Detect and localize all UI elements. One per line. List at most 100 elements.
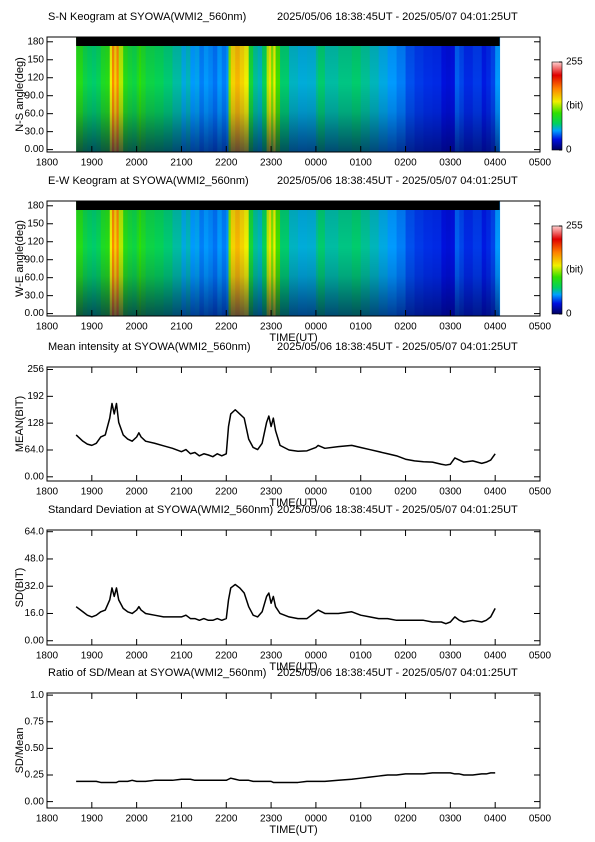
chart-subtitle: 2025/05/06 18:38:45UT - 2025/05/07 04:01… — [277, 11, 518, 23]
x-tick-label: 0400 — [484, 158, 507, 169]
x-tick-label: 0000 — [305, 487, 328, 498]
y-tick-label: 32.0 — [25, 581, 45, 592]
colorbar-label: (bit) — [566, 101, 583, 112]
chart-title: S-N Keogram at SYOWA(WMI2_560nm) — [48, 11, 246, 23]
x-tick-label: 0500 — [529, 487, 552, 498]
y-tick-label: 0.00 — [25, 796, 45, 807]
y-tick-label: 0.75 — [25, 716, 45, 727]
y-tick-label: 256 — [27, 364, 44, 375]
x-tick-label: 0100 — [350, 322, 373, 333]
x-tick-label: 2200 — [215, 322, 238, 333]
x-tick-label: 0200 — [394, 651, 417, 662]
plot-frame — [46, 200, 541, 317]
x-tick-label: 0200 — [394, 158, 417, 169]
y-tick-label: 120 — [27, 72, 44, 83]
chart-subtitle: 2025/05/06 18:38:45UT - 2025/05/07 04:01… — [277, 667, 518, 679]
x-tick-label: 0500 — [529, 651, 552, 662]
x-tick-label: 0300 — [439, 814, 462, 825]
y-tick-label: 60.0 — [25, 272, 45, 283]
y-tick-label: 48.0 — [25, 554, 45, 565]
x-tick-label: 0300 — [439, 651, 462, 662]
data-line — [75, 402, 496, 466]
y-tick-label: 90.0 — [25, 90, 45, 101]
colorbar-tick-label: 255 — [566, 221, 583, 232]
x-tick-label: 1900 — [81, 651, 104, 662]
colorbar-tick-label: 255 — [566, 57, 583, 68]
y-tick-label: 150 — [27, 218, 44, 229]
x-tick-label: 1800 — [36, 158, 59, 169]
x-axis-label: TIME(UT) — [269, 497, 317, 509]
x-tick-label: 0400 — [484, 814, 507, 825]
y-axis-label: W-E angle(deg) — [14, 220, 26, 297]
data-line — [76, 772, 496, 784]
x-tick-label: 2000 — [126, 487, 149, 498]
x-tick-label: 0100 — [350, 487, 373, 498]
chart-title: E-W Keogram at SYOWA(WMI2_560nm) — [48, 175, 249, 187]
x-tick-label: 0300 — [439, 322, 462, 333]
x-tick-label: 0000 — [305, 158, 328, 169]
x-axis-label: TIME(UT) — [269, 824, 317, 836]
x-tick-label: 0200 — [394, 487, 417, 498]
keogram-top-band — [76, 201, 500, 210]
colorbar-tick-label: 0 — [566, 309, 572, 320]
x-tick-label: 1900 — [81, 487, 104, 498]
x-tick-label: 2000 — [126, 158, 149, 169]
x-axis-label: TIME(UT) — [269, 661, 317, 673]
y-tick-label: 180 — [27, 200, 44, 211]
y-axis-label: SD/Mean — [14, 728, 26, 774]
y-tick-label: 30.0 — [25, 290, 45, 301]
x-tick-label: 2000 — [126, 814, 149, 825]
x-tick-label: 0400 — [484, 651, 507, 662]
y-tick-label: 64.0 — [25, 445, 45, 456]
y-tick-label: 16.0 — [25, 608, 45, 619]
y-tick-label: 30.0 — [25, 126, 45, 137]
x-tick-label: 0200 — [394, 322, 417, 333]
y-tick-label: 1.0 — [30, 690, 44, 701]
x-tick-label: 2100 — [170, 651, 193, 662]
x-tick-label: 1900 — [81, 158, 104, 169]
chart-title: Ratio of SD/Mean at SYOWA(WMI2_560nm) — [48, 667, 266, 679]
x-tick-label: 2100 — [170, 814, 193, 825]
plot-frame — [46, 36, 541, 153]
y-axis-label: MEAN(BIT) — [14, 396, 26, 452]
colorbar — [551, 61, 563, 151]
x-tick-label: 2200 — [215, 814, 238, 825]
x-tick-label: 0000 — [305, 814, 328, 825]
x-tick-label: 0100 — [350, 814, 373, 825]
x-tick-label: 0100 — [350, 651, 373, 662]
y-tick-label: 0.00 — [25, 144, 45, 155]
y-tick-label: 0.50 — [25, 743, 45, 754]
plot-frame — [46, 366, 541, 482]
chart-subtitle: 2025/05/06 18:38:45UT - 2025/05/07 04:01… — [277, 504, 518, 516]
y-tick-label: 180 — [27, 36, 44, 47]
x-tick-label: 2200 — [215, 651, 238, 662]
chart-subtitle: 2025/05/06 18:38:45UT - 2025/05/07 04:01… — [277, 341, 518, 353]
x-tick-label: 0400 — [484, 487, 507, 498]
x-tick-label: 1800 — [36, 322, 59, 333]
y-axis-label: N-S angle(deg) — [14, 57, 26, 132]
y-tick-label: 150 — [27, 54, 44, 65]
x-tick-label: 1800 — [36, 814, 59, 825]
y-axis-label: SD(BIT) — [14, 568, 26, 608]
x-tick-label: 0000 — [305, 651, 328, 662]
y-tick-label: 192 — [27, 391, 44, 402]
x-tick-label: 2100 — [170, 322, 193, 333]
colorbar-tick-label: 0 — [566, 145, 572, 156]
keogram-shade — [76, 37, 500, 152]
y-tick-label: 0.00 — [25, 308, 45, 319]
x-tick-label: 2200 — [215, 158, 238, 169]
x-tick-label: 0100 — [350, 158, 373, 169]
x-tick-label: 2300 — [260, 158, 283, 169]
y-tick-label: 64.0 — [25, 526, 45, 537]
x-tick-label: 0500 — [529, 322, 552, 333]
chart-subtitle: 2025/05/06 18:38:45UT - 2025/05/07 04:01… — [277, 175, 518, 187]
x-tick-label: 2000 — [126, 322, 149, 333]
chart-title: Mean intensity at SYOWA(WMI2_560nm) — [48, 341, 251, 353]
plot-frame — [46, 692, 541, 809]
y-tick-label: 60.0 — [25, 108, 45, 119]
x-tick-label: 2300 — [260, 487, 283, 498]
x-tick-label: 2000 — [126, 651, 149, 662]
x-tick-label: 1800 — [36, 487, 59, 498]
x-tick-label: 1800 — [36, 651, 59, 662]
